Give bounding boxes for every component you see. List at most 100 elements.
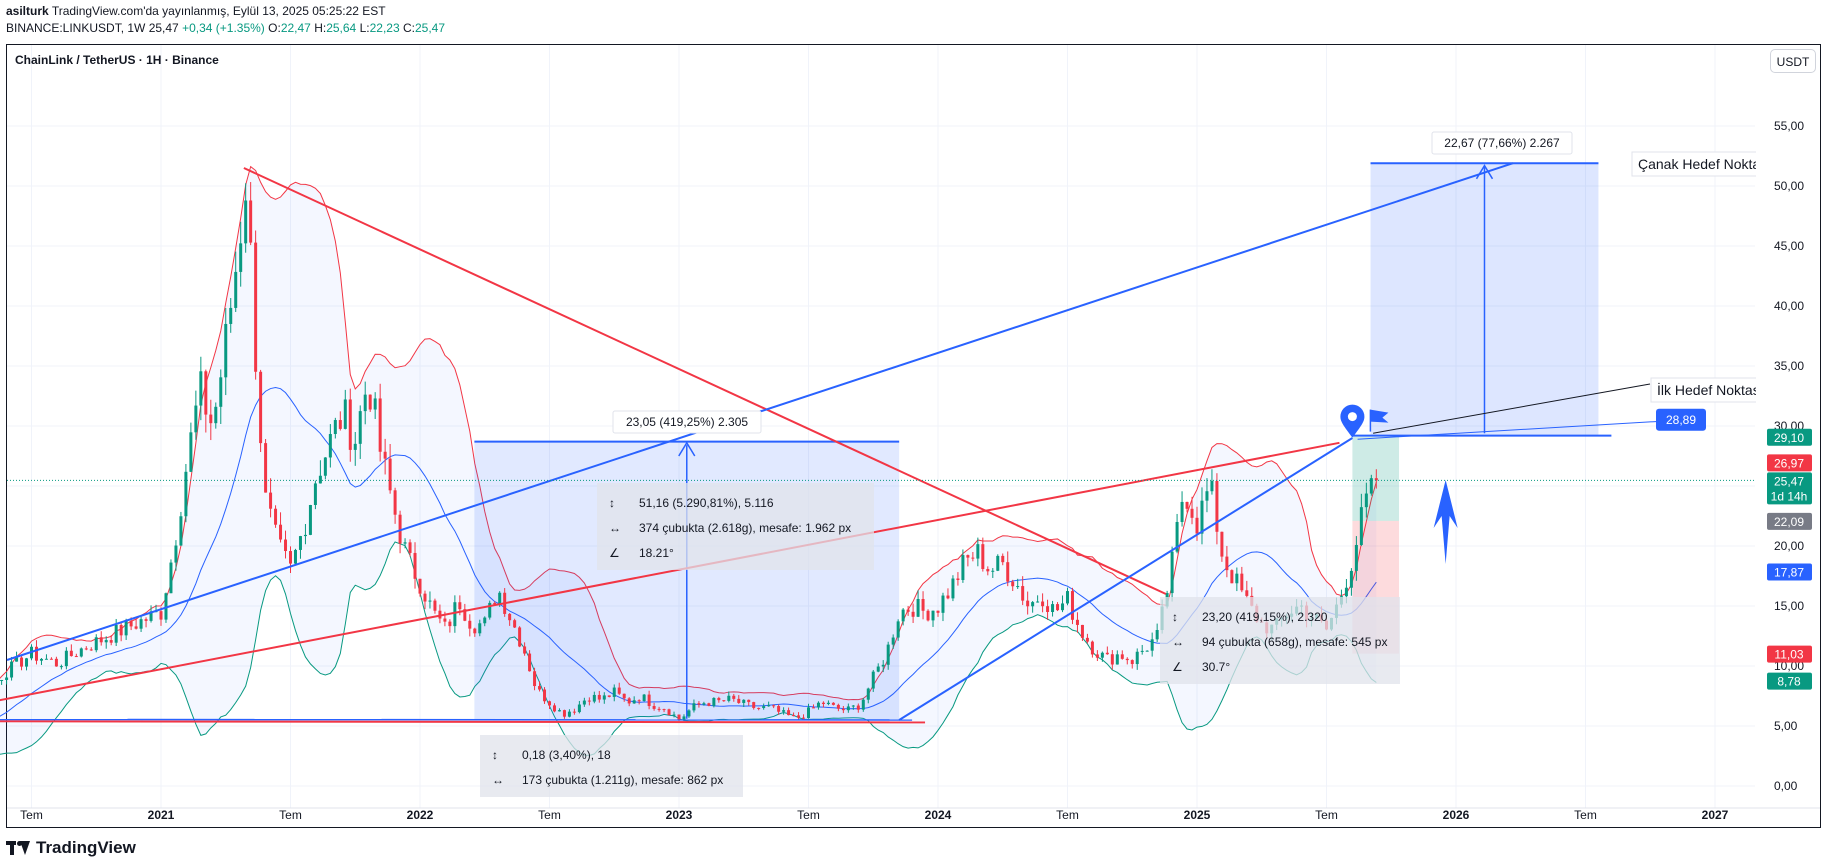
flag-icon[interactable] [1370, 409, 1389, 423]
x-tick-label: Tem [20, 808, 43, 822]
candle-body [747, 699, 751, 703]
candle-body [961, 555, 965, 581]
candle-body [717, 697, 721, 701]
y-tick-label: 35,00 [1774, 359, 1804, 373]
candle-body [1011, 581, 1015, 587]
candle-body [667, 709, 671, 716]
candle-body [363, 394, 367, 412]
measure-text: 173 çubukta (1.211g), mesafe: 862 px [522, 773, 723, 787]
candle-body [916, 598, 920, 617]
target-value-text: 28,89 [1666, 413, 1696, 427]
y-tick-label: 45,00 [1774, 239, 1804, 253]
x-tick-label: 2022 [407, 808, 434, 822]
candle-body [20, 657, 24, 667]
target-label-ilk-bg [1650, 377, 1777, 403]
high-label: H: [314, 21, 327, 35]
x-tick-label: Tem [279, 808, 302, 822]
candle-body [772, 705, 776, 707]
candle-body [702, 703, 706, 705]
candle-body [279, 524, 283, 540]
candle-body [1190, 508, 1194, 518]
candle-body [289, 551, 292, 564]
candle-body [1031, 602, 1035, 607]
candle-body [518, 627, 522, 647]
candle-body [956, 578, 960, 581]
measure-info-3-bg [480, 735, 743, 797]
y-tick-label: 50,00 [1774, 179, 1804, 193]
measure-icon: ↕ [1172, 610, 1178, 624]
measure-info-2-bg [1160, 597, 1400, 684]
candle-body [1225, 556, 1229, 571]
measure-icon: ↔ [1172, 635, 1184, 649]
candle-body [184, 471, 188, 517]
candle-body [214, 406, 218, 424]
candle-body [189, 432, 193, 472]
low-label: L: [359, 21, 370, 35]
candle-body [114, 624, 118, 643]
candle-body [298, 536, 302, 550]
candle-body [448, 621, 452, 627]
candle-body [587, 700, 591, 702]
tradingview-brand[interactable]: TradingView [6, 838, 136, 858]
candle-body [548, 701, 551, 706]
measure-info-1: ↕ 51,16 (5.290,81%), 5.116 ↔ 374 çubukta (2… [597, 483, 874, 570]
candle-body [129, 620, 133, 627]
candle-body [179, 516, 183, 546]
symbol-label: BINANCE:LINKUSDT, 1W [6, 21, 146, 35]
candle-body [1080, 624, 1084, 638]
candle-body [159, 611, 163, 620]
candle-body [592, 694, 596, 702]
candle-body [622, 693, 626, 699]
candle-body [752, 702, 756, 708]
currency-button[interactable]: USDT [1770, 49, 1816, 73]
candle-body [607, 695, 611, 697]
low-value: 22,23 [369, 21, 400, 35]
blue-support-line[interactable] [0, 718, 913, 721]
red-down-trendline[interactable] [243, 167, 1167, 595]
candle-body [418, 578, 422, 594]
candle-body [453, 602, 457, 627]
axis-price-text: 25,47 [1774, 474, 1804, 488]
candle-body [836, 704, 840, 709]
measure-info-2: ↕ 23,20 (419,15%), 2.320 ↔ 94 çubukta (658g… [1160, 597, 1400, 684]
target-connector-line [1357, 420, 1663, 440]
candle-body [10, 661, 14, 678]
candle-body [687, 710, 691, 717]
callout-line [1373, 383, 1651, 434]
up-arrow-icon [1433, 480, 1458, 564]
candle-body [1140, 650, 1144, 652]
candle-body [816, 702, 820, 708]
author-name[interactable]: asilturk [6, 4, 49, 18]
candle-body [787, 710, 791, 716]
candle-body [164, 593, 168, 620]
candle-body [926, 610, 930, 621]
candle-body [54, 658, 58, 667]
chart-title: ChainLink / TetherUS · 1H · Binance [15, 53, 219, 67]
candle-body [308, 504, 312, 535]
candle-body [5, 677, 9, 680]
x-tick-label: 2023 [666, 808, 693, 822]
close-value: 25,47 [414, 21, 445, 35]
range-label-2: 22,67 (77,66%) 2.267 [1431, 131, 1573, 155]
measure-icon: ↕ [609, 496, 615, 510]
blue-rising-trendline[interactable] [898, 437, 1353, 721]
candle-body [971, 557, 975, 559]
red-support-line[interactable] [0, 720, 926, 724]
measure-icon: ↔ [609, 521, 621, 535]
candle-body [826, 702, 830, 705]
candle-body [443, 618, 447, 622]
red-rising-trendline[interactable] [0, 441, 1340, 714]
candle-body [343, 399, 347, 429]
candle-body [572, 711, 576, 713]
candle-body [1200, 500, 1204, 534]
candle-body [941, 595, 945, 613]
candle-body [1075, 619, 1079, 625]
candle-body [851, 705, 855, 707]
candle-body [1056, 604, 1060, 611]
axis-price-tag [1767, 563, 1812, 581]
x-tick-label: 2026 [1443, 808, 1470, 822]
candle-body [1051, 604, 1055, 612]
candle-body [1145, 650, 1149, 652]
candle-body [976, 544, 980, 559]
